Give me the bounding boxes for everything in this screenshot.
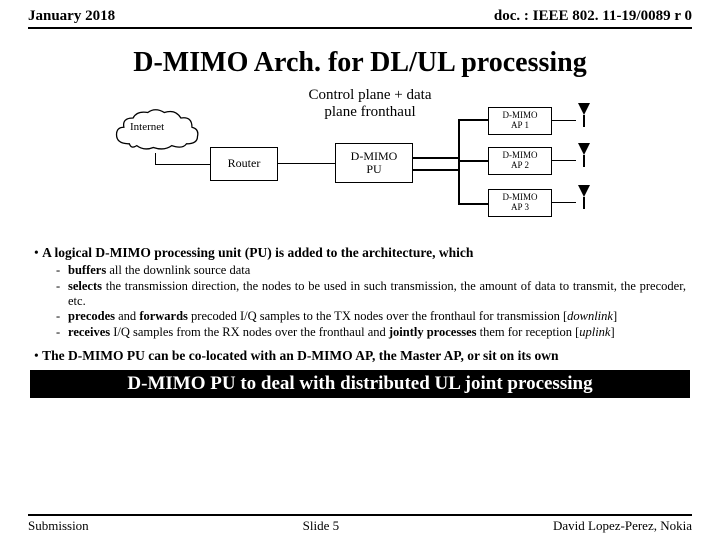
connector	[155, 164, 210, 165]
architecture-diagram: Internet Control plane + data plane fron…	[40, 87, 680, 237]
connector	[458, 203, 488, 205]
ap-node-2: D-MIMOAP 2	[488, 147, 552, 175]
footer-right: David Lopez-Perez, Nokia	[553, 518, 692, 534]
header-date: January 2018	[28, 8, 115, 25]
ap-node-1: D-MIMOAP 1	[488, 107, 552, 135]
footer-rule	[28, 514, 692, 516]
pu-node: D-MIMOPU	[335, 143, 413, 183]
slide-footer: Submission Slide 5 David Lopez-Perez, No…	[0, 514, 720, 534]
sub-bullet: selects the transmission direction, the …	[56, 279, 686, 309]
bullet-list: • A logical D-MIMO processing unit (PU) …	[34, 245, 686, 364]
antenna-icon	[576, 183, 592, 211]
slide-title: D-MIMO Arch. for DL/UL processing	[0, 47, 720, 79]
antenna-icon	[576, 101, 592, 129]
connector	[458, 119, 460, 205]
connector	[552, 160, 576, 161]
footer-left: Submission	[28, 518, 89, 534]
antenna-icon	[576, 141, 592, 169]
header-rule	[28, 27, 692, 29]
sub-bullet: receives I/Q samples from the RX nodes o…	[56, 325, 686, 340]
bullet-item: • A logical D-MIMO processing unit (PU) …	[34, 245, 686, 261]
fronthaul-label: Control plane + data plane fronthaul	[290, 87, 450, 120]
banner: D-MIMO PU to deal with distributed UL jo…	[30, 370, 690, 398]
sub-bullet-list: buffers all the downlink source data sel…	[34, 263, 686, 340]
sub-bullet: precodes and forwards precoded I/Q sampl…	[56, 309, 686, 324]
cloud-label: Internet	[130, 121, 164, 133]
connector	[278, 163, 335, 164]
ap-node-3: D-MIMOAP 3	[488, 189, 552, 217]
footer-center: Slide 5	[303, 518, 339, 534]
router-node: Router	[210, 147, 278, 181]
connector	[552, 202, 576, 203]
connector	[458, 119, 488, 121]
connector	[458, 160, 488, 162]
connector	[413, 169, 458, 171]
sub-bullet: buffers all the downlink source data	[56, 263, 686, 278]
connector	[413, 157, 458, 159]
bullet-item: • The D-MIMO PU can be co-located with a…	[34, 348, 686, 364]
slide-header: January 2018 doc. : IEEE 802. 11-19/0089…	[0, 0, 720, 27]
connector	[552, 120, 576, 121]
header-doc: doc. : IEEE 802. 11-19/0089 r 0	[494, 8, 692, 25]
